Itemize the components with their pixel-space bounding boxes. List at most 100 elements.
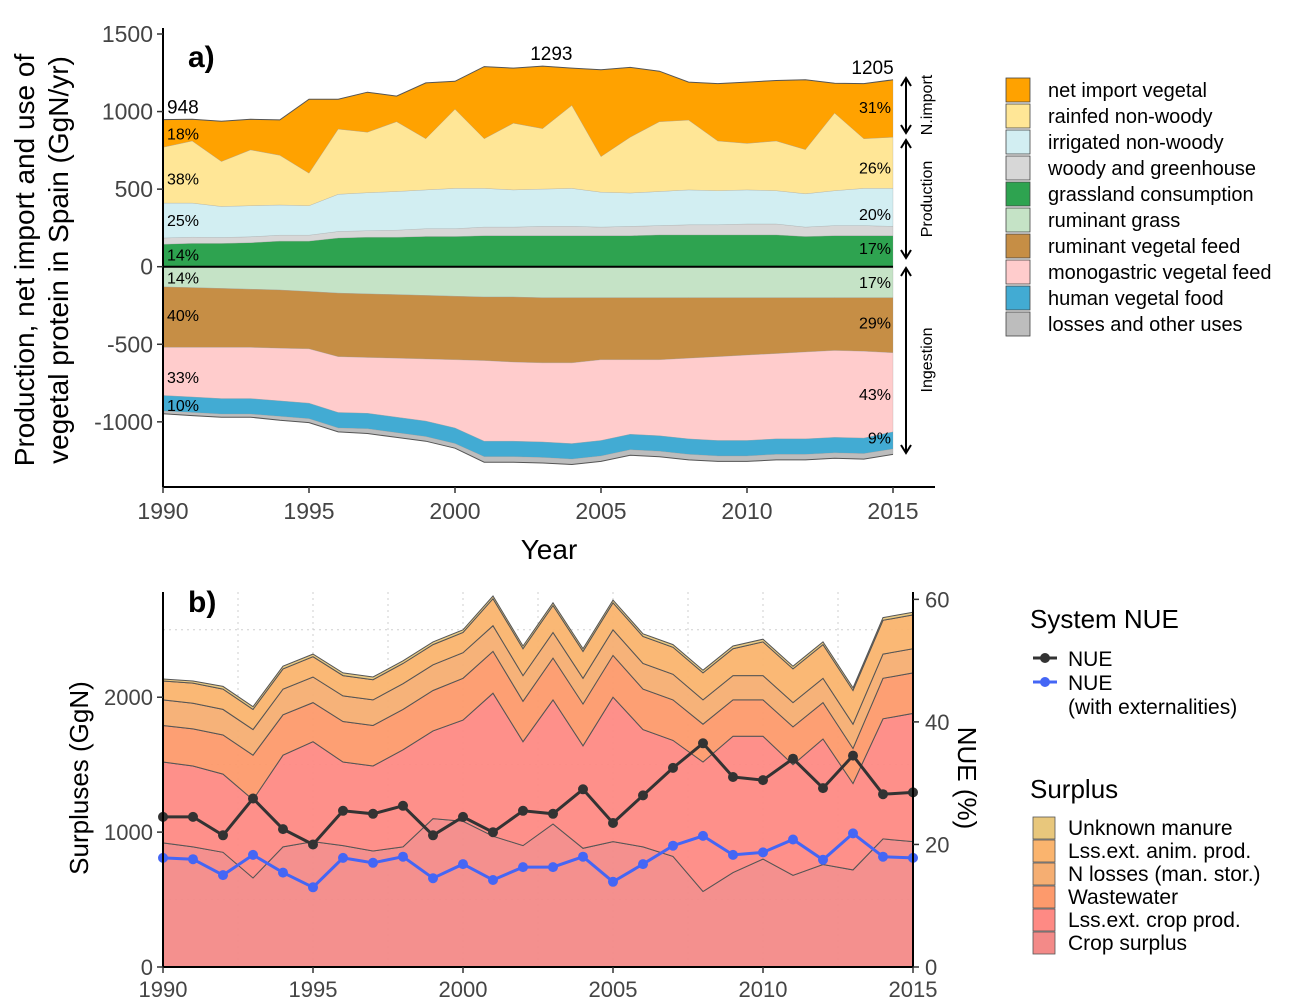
panel-b: 0 1000 2000 0 20 40 60 1990 1995 2000 2005 2010 2015… [64,586,1261,1002]
x-tick-label: 2015 [889,977,938,1002]
total-supply-outline [162,65,894,122]
x-tick-label: 2005 [575,498,626,524]
nue-point [698,738,708,749]
panel-b-y2-axis-title: NUE (%) [952,727,982,830]
y2-tick-label: 0 [925,955,937,980]
ingestion-bracket-arrow-down-icon [900,444,912,455]
nue-point [758,775,768,786]
panel-b-y-axis-title: Surpluses (GgN) [64,681,94,875]
nue-point [308,839,318,850]
nue-point [668,762,678,773]
ingestion-bracket-arrow-up-icon [900,266,912,277]
panel-a-areas [162,65,894,466]
nue-point [788,753,798,764]
nue-externalities-point [878,851,888,862]
side-label-n-import: N.import [919,74,936,135]
total-label: 1205 [851,58,893,79]
nue-line [163,741,914,847]
nue-point [458,811,468,822]
side-label-production: Production [919,161,936,238]
legend-swatch-wastewater [1032,885,1056,909]
legend-swatch-n-losses-man-stor [1032,862,1056,886]
legend-swatch-lss-ext-anim-prod [1032,839,1056,863]
legend-swatch-monogastric-vegetal-feed [1005,259,1031,285]
nue-externalities-point [818,854,828,865]
x-tick-label: 2000 [429,498,480,524]
pct-right-label: 26% [859,160,891,177]
legend-nue-label: NUE [1068,648,1112,671]
y-tick-label: 0 [141,955,153,980]
nue-point [278,824,288,835]
x-tick-label: 2010 [721,498,772,524]
nue-point [188,811,198,822]
pct-left-label: 33% [167,370,199,387]
nue-externalities-point [428,873,438,884]
nue-externalities-point [638,859,648,870]
x-tick-label: 1995 [283,498,334,524]
panel-a-legend: net import vegetal rainfed non-woody irrig… [1005,77,1271,337]
legend-label-unknown-manure: Unknown manure [1068,817,1233,840]
legend-label-ruminant-vegetal-feed: ruminant vegetal feed [1048,236,1240,258]
nue-point [398,800,408,811]
nue-externalities-point [728,849,738,860]
nue-externalities-point [548,862,558,873]
legend-nue-label: NUE [1068,672,1112,695]
y2-tick-label: 20 [925,832,949,857]
legend-label-n-losses-man-stor: N losses (man. stor.) [1068,863,1261,886]
y-tick-label: -1000 [94,409,153,435]
nue-point [608,818,618,828]
legend-swatch-grassland-consumption [1005,181,1031,207]
panel-a-axes: 1500 1000 500 0 -500 -1000 1990 1995 2000 2005 201… [94,21,935,524]
total-label: 1293 [530,44,572,65]
nue-externalities-point [608,876,618,887]
pct-left-label: 18% [167,126,199,143]
nue-point [878,789,888,800]
y-tick-label: -500 [107,331,153,357]
legend-title-surplus: Surplus [1030,774,1118,804]
pct-left-label: 25% [167,213,199,230]
legend-label-woody-and-greenhouse: woody and greenhouse [1047,158,1256,180]
legend-label-losses-and-other-uses: losses and other uses [1048,314,1243,336]
production-bracket-arrow-down-icon [900,249,912,260]
nue-externalities-point [458,859,468,870]
nue-point [848,750,858,761]
nue-externalities-point [368,857,378,868]
panel-a-x-axis-title: Year [521,534,578,565]
legend-label-wastewater: Wastewater [1068,886,1178,909]
nue-point [578,784,588,795]
nue-point [818,783,828,794]
nue-point [368,808,378,819]
y-tick-label: 2000 [104,685,153,710]
panel-b-axes: 0 1000 2000 0 20 40 60 1990 1995 2000 2005 2010 2015 [104,587,949,1002]
panel-b-label: b) [188,586,216,619]
nue-point [338,805,348,816]
nue-externalities-point [248,849,258,860]
nue-externalities-point [668,840,678,851]
nue-externalities-point [758,847,768,858]
pct-right-label: 17% [859,275,891,292]
nue-externalities-point [578,851,588,862]
pct-right-label: 17% [859,241,891,258]
pct-right-label: 43% [859,387,891,404]
panel-a-label: a) [188,41,215,74]
y2-tick-label: 60 [925,587,949,612]
y-tick-label: 1000 [102,99,153,125]
nue-externalities-point [338,852,348,863]
nue-externalities-point [278,867,288,878]
y-tick-label: 1500 [102,21,153,47]
x-tick-label: 2000 [439,977,488,1002]
pct-right-label: 29% [859,316,891,333]
x-tick-label: 2015 [867,498,918,524]
production-bracket-arrow-up-icon [900,138,912,149]
nue-point [218,830,228,841]
nue-externalities-point [218,870,228,881]
nue-point [638,790,648,801]
nue-externalities-point [518,862,528,873]
x-tick-label: 2005 [589,977,638,1002]
legend-swatch-losses-and-other-uses [1005,311,1031,337]
nue-point [248,793,258,804]
panel-a-annotations: 948 1293 1205 18% 38% 25% 14% 14% 40% 33% 10% 31% 26… [167,44,936,455]
legend-swatch-ruminant-vegetal-feed [1005,233,1031,259]
x-tick-label: 1995 [289,977,338,1002]
